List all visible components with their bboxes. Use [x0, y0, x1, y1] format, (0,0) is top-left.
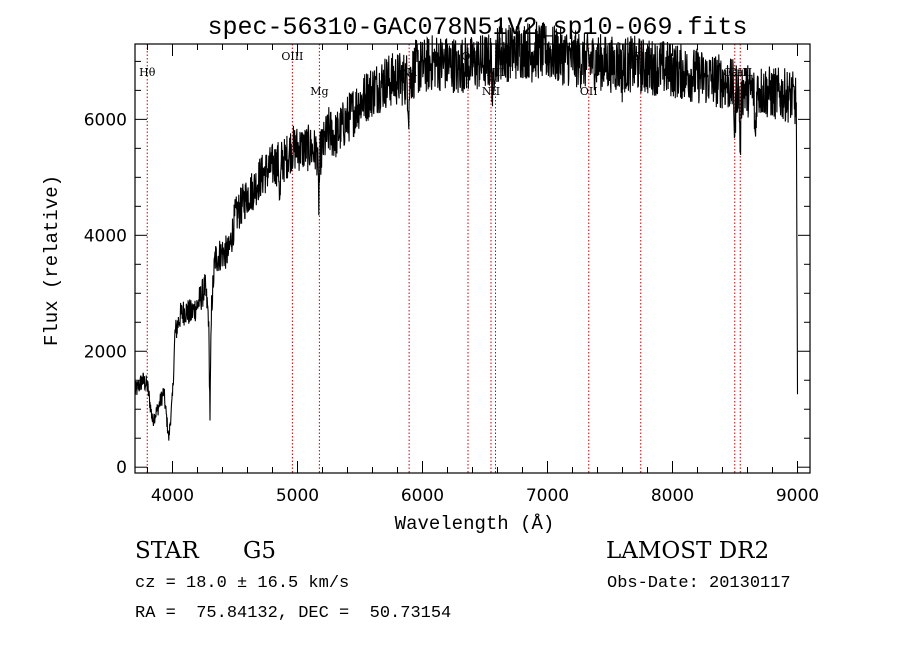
survey-name: LAMOST DR2 — [606, 538, 770, 564]
observation-date: Obs-Date: 20130117 — [607, 574, 791, 593]
line-label-1: OIII — [281, 50, 303, 63]
object-subclass: G5 — [243, 538, 277, 564]
y-tick-label-0: 0 — [116, 458, 127, 478]
x-axis-label: Wavelength (Å) — [395, 513, 555, 535]
x-tick-label-2: 6000 — [401, 486, 444, 506]
spectrum-line — [134, 21, 799, 441]
y-tick-label-2: 4000 — [84, 226, 127, 246]
x-tick-label-0: 4000 — [151, 486, 194, 506]
spectrum-chart: spec-56310-GAC078N51V2_sp10-069.fits Hθ OI… — [41, 13, 819, 535]
x-tick-label-4: 8000 — [651, 486, 694, 506]
redshift-velocity: cz = 18.0 ± 16.5 km/s — [135, 574, 350, 593]
coordinates: RA = 75.84132, DEC = 50.73154 — [135, 604, 452, 623]
plot-frame — [134, 43, 811, 474]
chart-title: spec-56310-GAC078N51V2_sp10-069.fits — [207, 13, 747, 42]
y-axis-label: Flux (relative) — [41, 175, 63, 346]
x-tick-label-1: 5000 — [276, 486, 319, 506]
y-tick-label-3: 6000 — [84, 110, 127, 130]
line-label-5: NII — [482, 85, 500, 98]
line-label-0: Hθ — [139, 66, 156, 79]
line-label-7: OII — [580, 85, 598, 98]
x-tick-label-3: 7000 — [526, 486, 569, 506]
y-tick-label-1: 2000 — [84, 342, 127, 362]
line-label-2: Mg — [310, 85, 328, 98]
x-tick-label-5: 9000 — [776, 486, 819, 506]
object-class: STAR — [135, 538, 199, 564]
